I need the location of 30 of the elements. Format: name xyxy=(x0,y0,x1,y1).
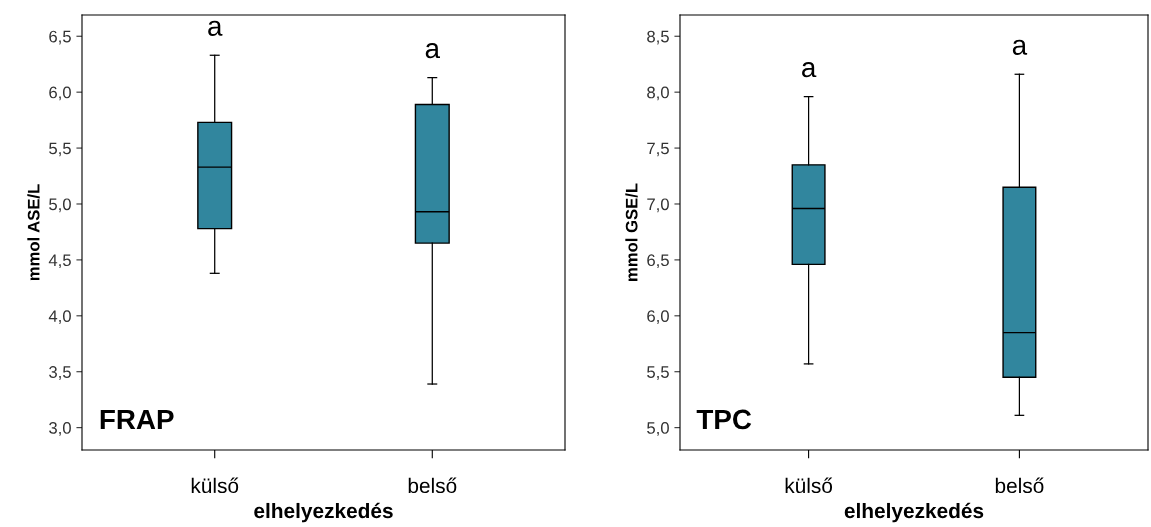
text: TPC xyxy=(696,409,752,430)
annotation: a xyxy=(425,43,441,59)
y-tick-label: 7,0 xyxy=(647,198,669,213)
annotation: a xyxy=(802,62,817,78)
y-tick-label: 6,5 xyxy=(49,30,71,45)
y-tick-label: 4,0 xyxy=(48,310,71,324)
y-tick-label: 5,5 xyxy=(49,142,71,157)
y-axis-title: mmol GSE/L xyxy=(625,183,638,281)
y-tick-label: 6,0 xyxy=(647,310,669,324)
y-tick-label: 8,0 xyxy=(647,86,669,101)
x-axis-title: elhelyezkedés xyxy=(254,502,393,523)
y-tick-label: 3,0 xyxy=(49,422,71,436)
y-tick-label: 3,5 xyxy=(49,366,71,380)
x-axis-title: elhelyezkedés xyxy=(844,502,984,523)
text: FRAP xyxy=(100,409,174,430)
x-tick-label: külső xyxy=(785,477,833,494)
y-tick-label: 6,0 xyxy=(49,86,71,101)
y-tick-label: 8,5 xyxy=(647,30,669,45)
y-axis-title: mmol ASE/L xyxy=(27,184,40,281)
y-tick-label: 5,5 xyxy=(647,366,669,380)
x-tick-label: belső xyxy=(995,477,1044,494)
y-tick-label: 6,5 xyxy=(647,254,669,269)
y-tick-label: 4,5 xyxy=(48,254,71,269)
y-tick-label: 5,0 xyxy=(49,198,71,213)
annotation: a xyxy=(208,20,223,36)
y-tick-label: 7,5 xyxy=(647,142,669,157)
annotation: a xyxy=(1012,39,1028,55)
x-tick-label: belső xyxy=(408,477,457,494)
y-tick-label: 5,0 xyxy=(647,422,669,436)
x-tick-label: külső xyxy=(191,477,239,494)
